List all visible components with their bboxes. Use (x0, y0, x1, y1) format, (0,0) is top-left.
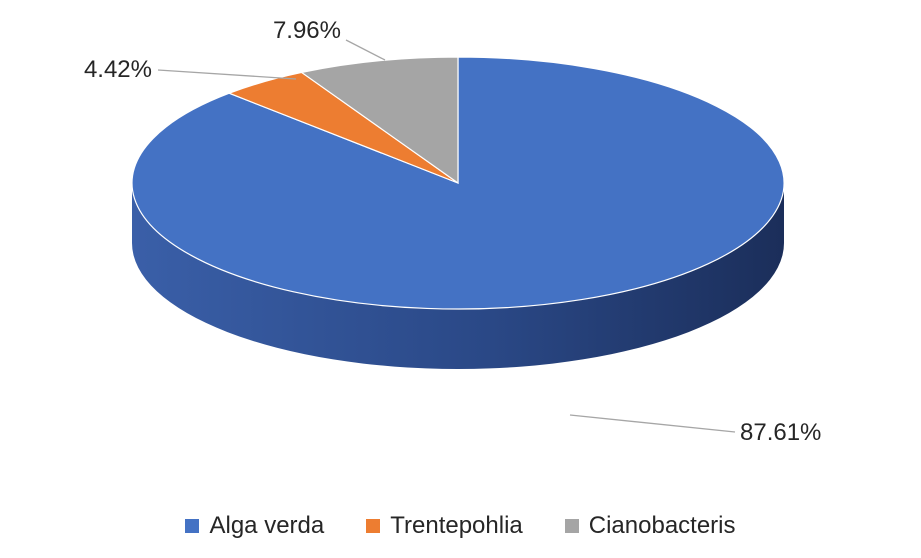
legend-label: Trentepohlia (390, 512, 523, 539)
pie-chart-svg: 87.61% 4.42% 7.96% (84, 17, 821, 446)
pie-slice-cianobacteris (300, 56, 459, 185)
leader-line-cianobacteris (345, 39, 386, 61)
pie-side-alga-verda (132, 183, 784, 369)
data-label-cianobacteris: 7.96% (273, 17, 341, 44)
legend-item-alga-verda: Alga verda (185, 512, 324, 540)
leader-line-alga-verda (569, 414, 736, 433)
legend-label: Alga verda (209, 512, 325, 539)
legend-swatch-alga-verda (185, 519, 200, 533)
data-label-alga-verda: 87.61% (740, 419, 821, 446)
legend-label: Cianobacteris (588, 512, 736, 539)
pie-side-walls (132, 183, 784, 369)
data-label-trentepohlia: 4.42% (84, 56, 152, 83)
data-labels: 87.61% 4.42% 7.96% (84, 17, 821, 446)
leader-line-trentepohlia (157, 69, 297, 80)
legend-item-cianobacteris: Cianobacteris (564, 512, 736, 540)
legend-swatch-trentepohlia (366, 519, 381, 533)
legend: Alga verda Trentepohlia Cianobacteris (0, 508, 921, 544)
pie-slices (131, 56, 785, 310)
legend-item-trentepohlia: Trentepohlia (366, 512, 523, 540)
leader-lines (157, 39, 736, 433)
legend-swatch-cianobacteris (564, 519, 579, 533)
